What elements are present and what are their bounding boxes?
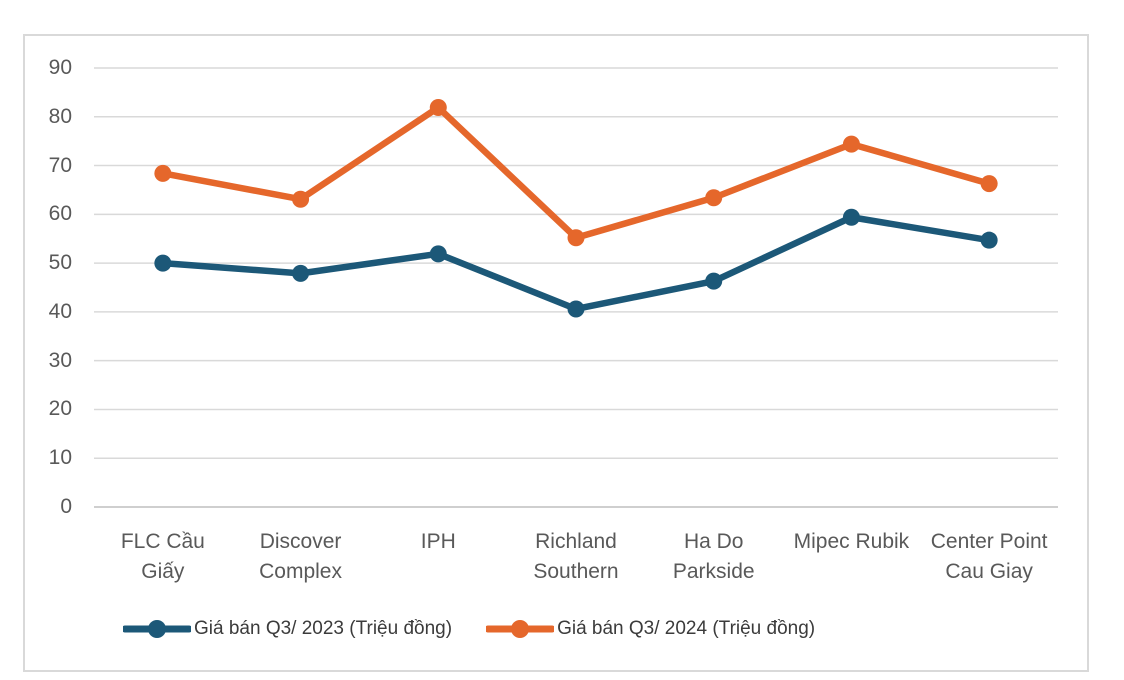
category-label-line: Cau Giay xyxy=(945,560,1033,583)
y-tick-label: 40 xyxy=(48,299,72,323)
category-label: IPH xyxy=(360,527,516,557)
category-label-line: Ha Do xyxy=(683,530,744,553)
data-point-marker xyxy=(292,190,310,208)
legend-line-marker-icon xyxy=(486,620,555,638)
category-label: Mipec Rubik xyxy=(773,527,929,557)
data-point-marker xyxy=(429,99,447,117)
data-point-marker xyxy=(429,245,447,263)
data-point-marker xyxy=(980,231,998,249)
data-point-marker xyxy=(705,272,723,290)
data-point-marker xyxy=(567,229,585,247)
category-label: FLC Cầu Giấy xyxy=(85,527,241,587)
y-tick-label: 70 xyxy=(48,153,72,177)
data-point-marker xyxy=(567,300,585,318)
category-label-line: Discover xyxy=(259,530,342,553)
data-point-marker xyxy=(705,189,723,207)
y-tick-label: 30 xyxy=(48,348,72,372)
category-label-line: Mipec Rubik xyxy=(793,530,910,553)
category-label-line: Giấy xyxy=(141,560,185,583)
legend-item: Giá bán Q3/ 2024 (Triệu đồng) xyxy=(486,618,815,640)
data-point-marker xyxy=(842,208,860,226)
data-point-marker xyxy=(154,164,172,182)
y-tick-label: 80 xyxy=(48,104,72,128)
legend: Giá bán Q3/ 2023 (Triệu đồng) Giá bán Q3/… xyxy=(123,618,815,640)
y-tick-label: 0 xyxy=(60,495,72,518)
y-tick-label: 10 xyxy=(48,446,72,470)
category-label: Center Point Cau Giay xyxy=(911,527,1067,587)
chart-frame xyxy=(23,34,1089,672)
category-label-line: IPH xyxy=(420,530,456,553)
y-tick-label: 60 xyxy=(48,202,72,226)
category-label-line: Complex xyxy=(259,560,342,583)
category-label: Richland Southern xyxy=(498,527,654,587)
category-label-line: FLC Cầu xyxy=(120,530,205,553)
category-label: Ha Do Parkside xyxy=(636,527,792,587)
category-label-line: Center Point xyxy=(930,530,1048,553)
legend-item: Giá bán Q3/ 2023 (Triệu đồng) xyxy=(123,618,452,640)
y-tick-label: 20 xyxy=(48,397,72,421)
data-point-marker xyxy=(292,264,310,282)
category-label-line: Richland xyxy=(535,530,617,553)
data-point-marker xyxy=(980,175,998,193)
legend-label: Giá bán Q3/ 2024 (Triệu đồng) xyxy=(557,618,816,639)
y-tick-label: 50 xyxy=(48,251,72,275)
data-point-marker xyxy=(842,135,860,153)
legend-line-marker-icon xyxy=(123,620,191,638)
category-label: Discover Complex xyxy=(223,527,379,587)
y-tick-label: 90 xyxy=(48,56,72,79)
category-label-line: Parkside xyxy=(672,560,755,583)
legend-label: Giá bán Q3/ 2023 (Triệu đồng) xyxy=(194,618,453,639)
data-point-marker xyxy=(154,254,172,272)
category-label-line: Southern xyxy=(533,560,619,583)
